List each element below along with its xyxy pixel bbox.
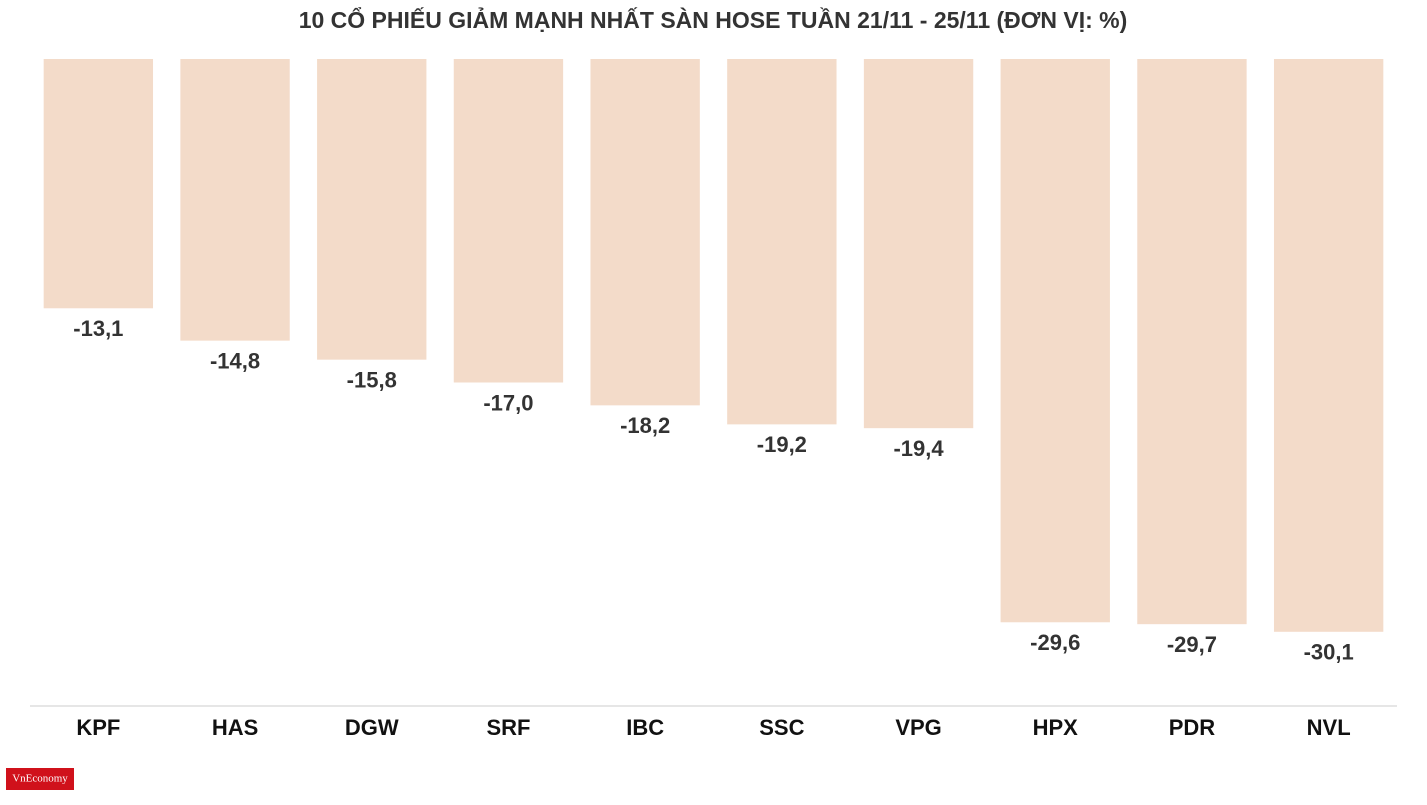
x-tick-label: DGW	[345, 715, 399, 740]
x-tick-label: IBC	[626, 715, 664, 740]
value-label: -18,2	[620, 413, 670, 438]
value-label: -19,2	[757, 432, 807, 457]
value-label: -14,8	[210, 348, 260, 373]
x-tick-label: SSC	[759, 715, 804, 740]
value-label: -29,7	[1167, 632, 1217, 657]
bar	[727, 59, 837, 425]
x-tick-label: PDR	[1169, 715, 1216, 740]
logo: VnEconomy	[12, 773, 68, 785]
value-label: -19,4	[893, 436, 944, 461]
value-label: -29,6	[1030, 630, 1080, 655]
bar	[590, 59, 700, 406]
x-tick-label: HAS	[212, 715, 258, 740]
value-label: -17,0	[483, 390, 533, 415]
x-tick-label: VPG	[895, 715, 941, 740]
bar	[180, 59, 290, 341]
x-tick-label: KPF	[76, 715, 120, 740]
x-tick-label: HPX	[1033, 715, 1079, 740]
bar	[1000, 59, 1110, 623]
chart-title: 10 CỔ PHIẾU GIẢM MẠNH NHẤT SÀN HOSE TUẦN…	[299, 5, 1128, 33]
bar	[1273, 59, 1384, 632]
bar	[43, 59, 154, 309]
x-tick-label: SRF	[486, 715, 530, 740]
bar	[1137, 59, 1247, 625]
value-label: -30,1	[1304, 640, 1354, 665]
value-label: -15,8	[347, 367, 397, 392]
bar	[453, 59, 564, 383]
logo-box	[6, 768, 74, 790]
x-tick-label: NVL	[1307, 715, 1351, 740]
bar	[317, 59, 427, 360]
value-label: -13,1	[73, 316, 123, 341]
bar	[863, 59, 974, 429]
